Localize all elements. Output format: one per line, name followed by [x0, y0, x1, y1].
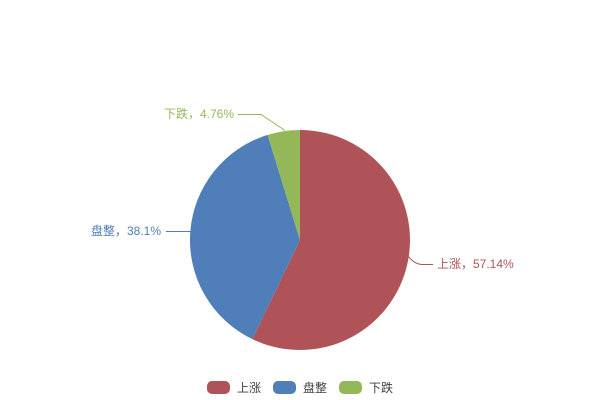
legend-swatch-rise	[206, 381, 230, 394]
legend: 上涨 盘整 下跌	[0, 379, 600, 396]
pie-slice-fall[interactable]	[267, 130, 300, 240]
legend-item-flat[interactable]: 盘整	[272, 379, 327, 396]
legend-label-fall: 下跌	[369, 381, 394, 395]
legend-swatch-fall	[339, 381, 362, 394]
legend-swatch-flat	[272, 381, 296, 394]
pie-slice-rise[interactable]	[252, 130, 410, 351]
slice-label-fall: 下跌，4.76%	[163, 107, 234, 121]
legend-label-flat: 盘整	[302, 381, 327, 395]
leader-line-fall	[238, 114, 286, 131]
slice-label-rise: 上涨，57.14%	[437, 257, 514, 271]
leader-line-rise	[405, 252, 433, 265]
slice-label-flat: 盘整，38.1%	[90, 224, 161, 238]
legend-item-fall[interactable]: 下跌	[339, 379, 393, 396]
legend-item-rise[interactable]: 上涨	[206, 379, 261, 396]
pie-slice-flat[interactable]	[189, 134, 300, 340]
legend-label-rise: 上涨	[236, 381, 261, 395]
